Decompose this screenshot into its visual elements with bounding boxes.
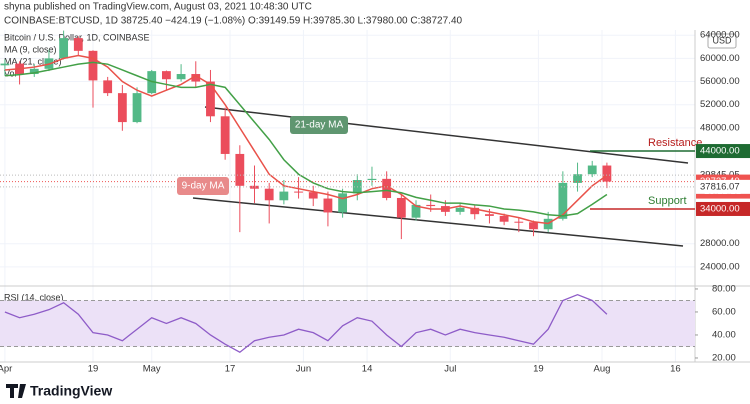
candle-body [426,204,436,207]
candle-body [88,50,98,81]
annotation: 9-day MA [182,181,225,192]
x-tick-label: Jul [444,364,456,375]
candle-body [132,93,142,123]
footer [0,378,750,404]
candle-body [308,192,318,199]
x-tick-label: Apr [0,364,12,375]
price-marker-box [696,179,750,194]
candle-body [470,207,480,215]
candle-body [529,222,538,230]
candle-body [323,198,333,213]
annotation-box [290,116,348,134]
y-tick-label: 80.00 [712,283,736,294]
candle-body [455,207,465,212]
candle-body [206,81,215,117]
candle-body [338,193,348,213]
x-tick-label: Jun [296,364,311,375]
candle-body [602,165,612,182]
candle-body [220,116,230,154]
legend-ma9: MA (9, close) [4,44,57,54]
candle-body [558,182,568,219]
brand-logo[interactable] [6,384,26,398]
level-label: 34000.00 [700,203,740,214]
x-tick-label: 17 [225,364,236,375]
x-tick-label: 19 [533,364,544,375]
candle-body [176,74,186,80]
legend-ma21: MA (21, close) [4,56,62,66]
publisher-line: shyna published on TradingView.com, Augu… [4,2,312,13]
legend-volume: Vol [4,68,17,78]
candle-body [411,204,421,218]
y-tick-label: 60.00 [712,306,736,317]
candle-body [59,38,69,59]
level-name: Resistance [648,137,702,149]
x-tick-label: Aug [594,364,611,375]
moving-average [4,54,608,225]
rsi-line [4,294,608,353]
price-marker-label: 37816.07 [700,181,740,192]
level-name: Support [648,195,687,207]
annotation-box [177,177,229,195]
candle-body [396,197,406,218]
candle-body [250,185,259,189]
currency: USD [712,35,732,45]
annotation: 21-day MA [295,120,344,131]
rsi-title: RSI (14, close) [4,292,64,302]
x-tick-label: 19 [88,364,99,375]
moving-average [4,61,608,217]
y-tick-label: 56000.00 [700,76,740,87]
currency-box[interactable] [707,33,737,49]
x-tick-label: 16 [670,364,681,375]
candle-body [279,191,289,201]
candle-body [0,63,10,66]
candle-body [29,68,39,75]
y-tick-label: 60000.00 [700,53,740,64]
y-tick-label: 48000.00 [700,122,740,133]
symbol-line: COINBASE:BTCUSD, 1D 38725.40 −424.19 (−1… [4,16,463,27]
channel-lower [192,197,684,247]
candle-body [117,93,127,123]
channel-upper [204,106,689,164]
chart-title: Bitcoin / U.S. Dollar, 1D, COINBASE [4,32,150,42]
y-tick-label: 64000.00 [700,30,740,41]
candle-body [499,215,509,222]
brand[interactable]: TradingView [30,383,112,399]
y-tick-label: 20.00 [712,352,736,363]
candle-body [235,153,245,186]
candle-body [382,178,392,198]
candle-body [587,165,597,175]
candle-body [367,178,377,181]
y-tick-label: 52000.00 [700,99,740,110]
y-tick-label: 28000.00 [700,238,740,249]
level-box [696,144,750,159]
candle-body [73,38,83,51]
candle-body [103,80,113,94]
candle-body [264,188,274,201]
candle-body [573,174,582,183]
candle-body [162,71,171,80]
candle-body [294,191,303,193]
candle-body [485,214,494,216]
candle-body [191,74,201,82]
level-label: 44000.00 [700,146,740,157]
level-box [696,201,750,216]
candle-body [514,221,524,223]
y-tick-label: 24000.00 [700,261,740,272]
y-tick-label: 40.00 [712,329,736,340]
x-tick-label: May [143,364,161,375]
x-tick-label: 14 [362,364,373,375]
